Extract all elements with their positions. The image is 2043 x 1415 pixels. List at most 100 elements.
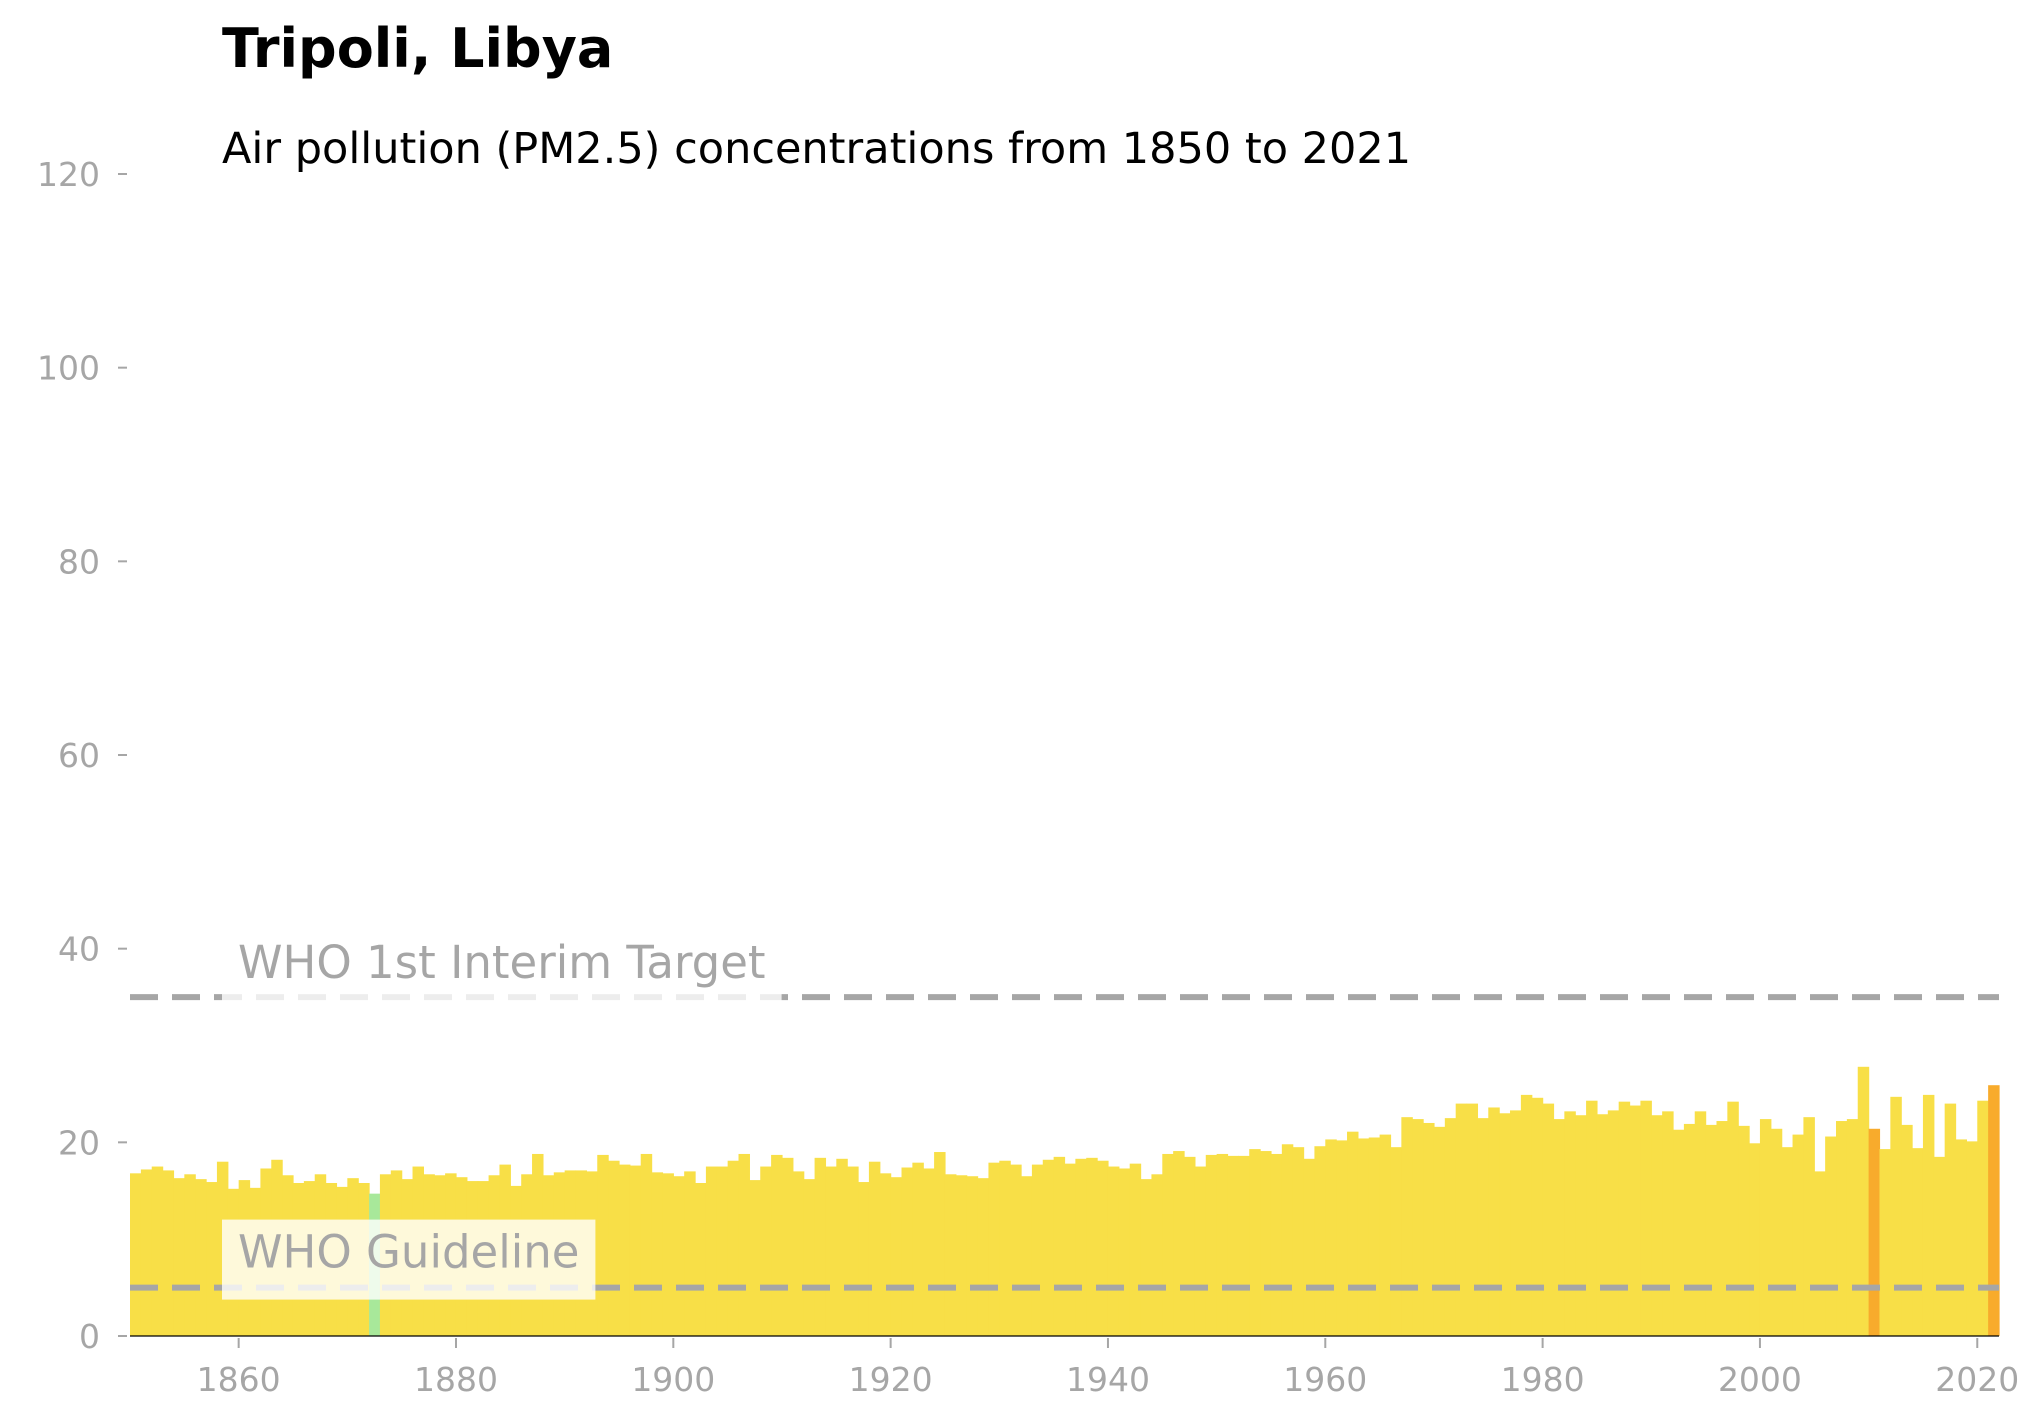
bar-1923 — [923, 1168, 935, 1336]
bar-1947 — [1184, 1156, 1196, 1336]
bar-1996 — [1716, 1121, 1728, 1336]
y-tick-label-100: 100 — [37, 349, 100, 388]
bar-1917 — [858, 1182, 870, 1336]
bar-1953 — [1249, 1149, 1261, 1336]
bar-1983 — [1575, 1115, 1587, 1336]
ref-label-bg-who-guideline — [222, 1219, 596, 1300]
bar-1855 — [184, 1174, 196, 1336]
bar-1933 — [1031, 1164, 1044, 1336]
x-tick-label-1880: 1880 — [414, 1360, 498, 1399]
bar-1999 — [1749, 1143, 1761, 1336]
x-tick-label-1940: 1940 — [1066, 1360, 1150, 1399]
bar-1927 — [966, 1176, 979, 1336]
chart-subtitle: Air pollution (PM2.5) concentrations fro… — [222, 124, 1411, 174]
bar-1854 — [173, 1178, 185, 1336]
x-tick-label-1860: 1860 — [197, 1360, 281, 1399]
bar-1944 — [1151, 1174, 1163, 1336]
bar-2011 — [1879, 1149, 1891, 1336]
bar-1969 — [1423, 1122, 1435, 1336]
bar-1959 — [1314, 1146, 1326, 1336]
bar-1995 — [1705, 1124, 1718, 1336]
bar-1958 — [1303, 1158, 1316, 1336]
bar-1930 — [999, 1160, 1011, 1336]
bar-1937 — [1075, 1158, 1087, 1336]
bar-2016 — [1933, 1156, 1946, 1336]
bar-1986 — [1607, 1110, 1620, 1336]
x-tick-label-2000: 2000 — [1718, 1360, 1802, 1399]
bar-1898 — [651, 1172, 664, 1336]
bar-1979 — [1531, 1097, 1544, 1336]
bar-1924 — [934, 1152, 946, 1336]
bar-1909 — [771, 1154, 783, 1336]
bar-2003 — [1792, 1134, 1805, 1336]
bar-1853 — [162, 1170, 175, 1336]
bar-1916 — [847, 1166, 859, 1336]
bar-1906 — [738, 1153, 750, 1336]
bar-2005 — [1814, 1171, 1826, 1336]
bar-1903 — [705, 1166, 718, 1336]
bar-1905 — [727, 1160, 740, 1336]
bar-2017 — [1944, 1103, 1957, 1336]
bar-1971 — [1444, 1118, 1457, 1337]
bar-1982 — [1564, 1111, 1576, 1336]
bar-1901 — [684, 1171, 696, 1336]
y-tick-label-0: 0 — [79, 1317, 100, 1356]
bar-1915 — [836, 1158, 848, 1336]
bar-1856 — [195, 1179, 207, 1336]
bar-1945 — [1162, 1153, 1174, 1336]
bar-1980 — [1542, 1103, 1555, 1336]
bar-1908 — [760, 1166, 772, 1336]
bar-2010 — [1868, 1128, 1881, 1336]
ref-label-who-guideline: WHO Guideline — [238, 1226, 579, 1279]
bar-1987 — [1618, 1101, 1631, 1336]
bar-2014 — [1912, 1148, 1924, 1336]
bar-1978 — [1520, 1094, 1533, 1336]
bar-1936 — [1064, 1163, 1076, 1336]
x-tick-label-2020: 2020 — [1935, 1360, 2019, 1399]
y-tick-label-20: 20 — [58, 1123, 100, 1162]
bar-1998 — [1738, 1125, 1750, 1336]
bar-1965 — [1379, 1134, 1392, 1336]
bar-1895 — [618, 1164, 631, 1336]
bar-2000 — [1759, 1119, 1772, 1336]
bar-1973 — [1466, 1103, 1479, 1336]
bar-1949 — [1205, 1154, 1218, 1336]
bar-1852 — [151, 1166, 164, 1336]
bar-1988 — [1629, 1105, 1642, 1336]
bar-1902 — [695, 1183, 707, 1336]
bar-1851 — [140, 1169, 153, 1336]
bar-1954 — [1260, 1151, 1272, 1336]
bar-1964 — [1368, 1137, 1381, 1336]
bar-2013 — [1901, 1124, 1913, 1336]
bar-1920 — [890, 1177, 903, 1336]
bar-1948 — [1194, 1166, 1207, 1336]
bar-1974 — [1477, 1118, 1489, 1337]
bar-1899 — [662, 1173, 674, 1336]
bar-1991 — [1662, 1111, 1674, 1336]
bar-1943 — [1140, 1179, 1153, 1336]
bar-2012 — [1890, 1096, 1902, 1336]
bar-2018 — [1955, 1139, 1967, 1336]
bar-2002 — [1781, 1147, 1794, 1336]
bar-1955 — [1270, 1153, 1283, 1336]
bar-1910 — [781, 1157, 794, 1336]
bar-1912 — [803, 1179, 816, 1336]
bar-1967 — [1401, 1117, 1413, 1336]
bar-2006 — [1825, 1136, 1837, 1336]
bar-1989 — [1640, 1100, 1652, 1336]
bar-1931 — [1010, 1164, 1022, 1336]
bar-2008 — [1846, 1119, 1859, 1336]
x-tick-label-1920: 1920 — [849, 1360, 933, 1399]
bar-1957 — [1292, 1147, 1305, 1336]
bar-1985 — [1596, 1114, 1609, 1336]
bar-1857 — [206, 1182, 218, 1336]
bar-1975 — [1488, 1107, 1500, 1336]
bar-1952 — [1238, 1155, 1250, 1336]
y-tick-label-120: 120 — [37, 155, 100, 194]
bar-1941 — [1118, 1168, 1131, 1336]
bar-1972 — [1455, 1103, 1468, 1336]
bar-1962 — [1347, 1131, 1359, 1336]
bar-1981 — [1553, 1119, 1565, 1336]
reference-lines-group: WHO 1st Interim Target WHO Guideline — [130, 930, 1999, 1300]
